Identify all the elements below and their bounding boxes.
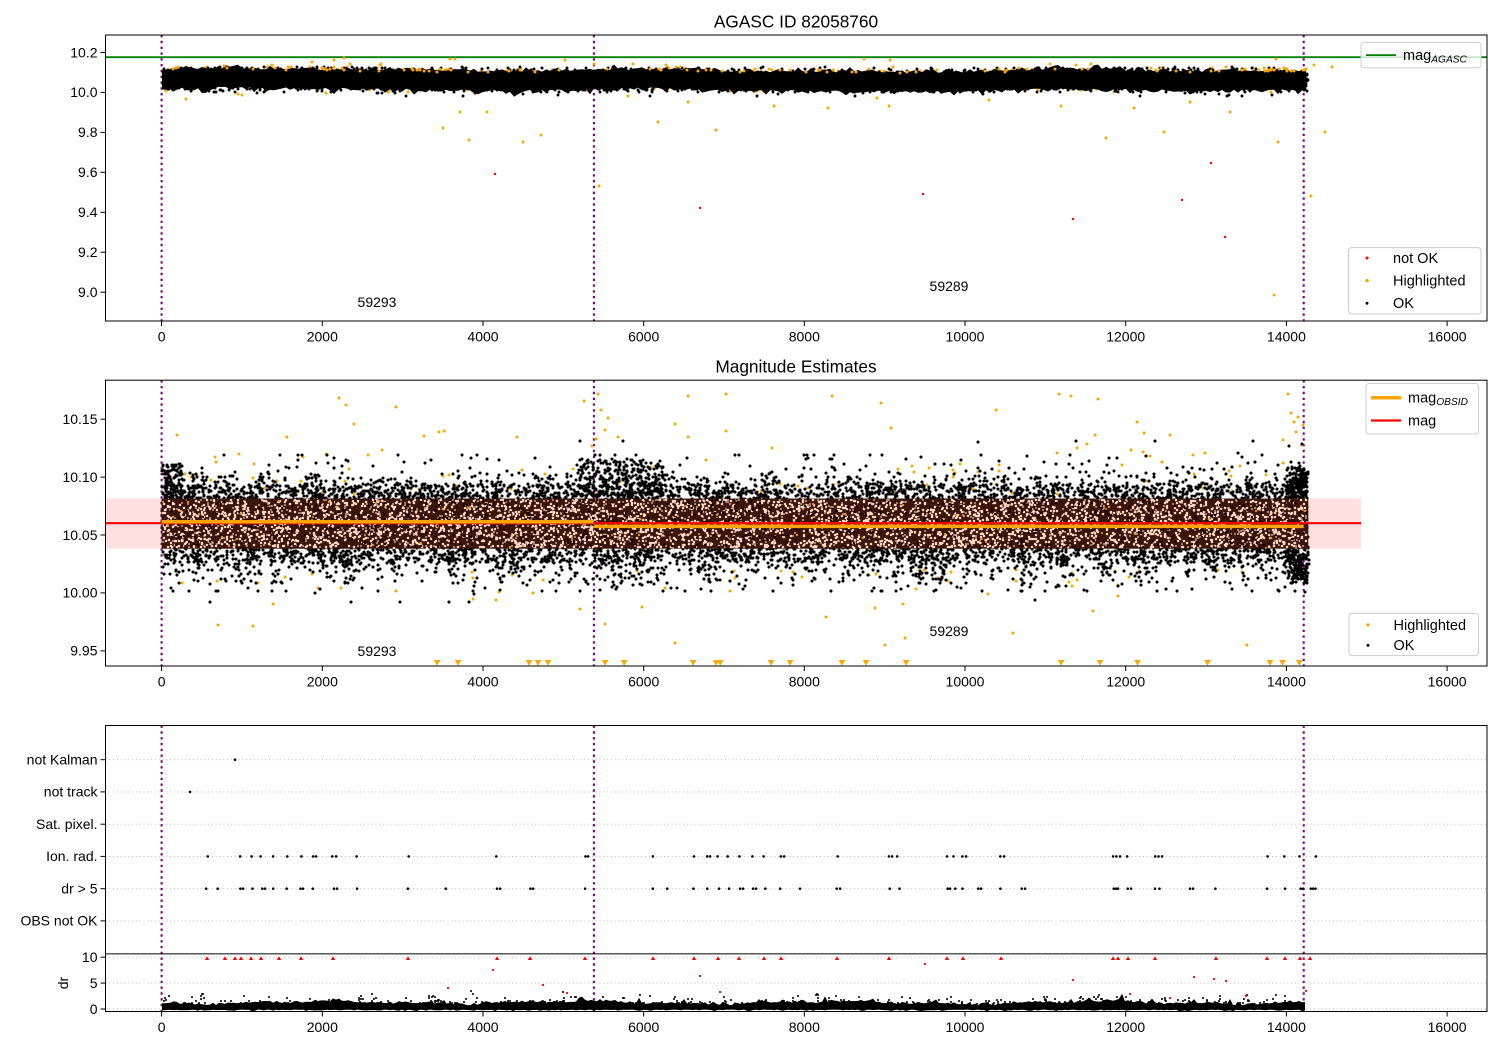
svg-text:2000: 2000 xyxy=(307,674,338,690)
svg-text:16000: 16000 xyxy=(1428,674,1467,690)
svg-text:59293: 59293 xyxy=(358,294,397,310)
svg-text:14000: 14000 xyxy=(1267,329,1306,345)
svg-text:mag: mag xyxy=(1408,413,1436,429)
svg-text:dr: dr xyxy=(55,976,71,989)
svg-text:OBS not OK: OBS not OK xyxy=(20,913,98,929)
svg-text:5: 5 xyxy=(90,975,98,991)
svg-text:12000: 12000 xyxy=(1106,1019,1145,1035)
svg-text:4000: 4000 xyxy=(467,1019,498,1035)
svg-text:0: 0 xyxy=(158,674,166,690)
svg-text:10.10: 10.10 xyxy=(62,469,97,485)
svg-text:8000: 8000 xyxy=(789,329,820,345)
svg-text:Magnitude Estimates: Magnitude Estimates xyxy=(715,357,877,377)
svg-text:8000: 8000 xyxy=(789,1019,820,1035)
svg-text:AGASC ID 82058760: AGASC ID 82058760 xyxy=(714,12,878,32)
svg-text:0: 0 xyxy=(158,1019,166,1035)
svg-text:9.8: 9.8 xyxy=(78,124,98,140)
svg-text:OK: OK xyxy=(1393,296,1414,312)
svg-text:59289: 59289 xyxy=(930,278,969,294)
svg-text:6000: 6000 xyxy=(628,1019,659,1035)
svg-text:12000: 12000 xyxy=(1106,674,1145,690)
svg-text:not track: not track xyxy=(44,784,99,800)
svg-text:10.05: 10.05 xyxy=(62,527,97,543)
svg-text:10: 10 xyxy=(82,949,98,965)
svg-text:6000: 6000 xyxy=(628,674,659,690)
svg-text:59293: 59293 xyxy=(358,643,397,659)
svg-text:2000: 2000 xyxy=(307,329,338,345)
svg-text:16000: 16000 xyxy=(1428,1019,1467,1035)
svg-text:0: 0 xyxy=(158,329,166,345)
svg-text:10.00: 10.00 xyxy=(62,585,97,601)
svg-text:10.0: 10.0 xyxy=(70,84,97,100)
svg-text:not Kalman: not Kalman xyxy=(27,752,98,768)
svg-text:10.15: 10.15 xyxy=(62,411,97,427)
svg-text:Ion. rad.: Ion. rad. xyxy=(46,848,97,864)
svg-text:0: 0 xyxy=(90,1001,98,1017)
svg-text:9.0: 9.0 xyxy=(78,284,98,300)
svg-text:16000: 16000 xyxy=(1428,329,1467,345)
svg-text:dr > 5: dr > 5 xyxy=(61,881,97,897)
svg-text:9.4: 9.4 xyxy=(78,204,98,220)
svg-text:10000: 10000 xyxy=(946,329,985,345)
svg-text:8000: 8000 xyxy=(789,674,820,690)
svg-text:4000: 4000 xyxy=(467,329,498,345)
svg-text:9.95: 9.95 xyxy=(70,643,97,659)
svg-text:10000: 10000 xyxy=(946,674,985,690)
svg-text:not OK: not OK xyxy=(1393,251,1438,267)
svg-text:14000: 14000 xyxy=(1267,1019,1306,1035)
svg-text:Highlighted: Highlighted xyxy=(1394,618,1467,634)
svg-text:4000: 4000 xyxy=(467,674,498,690)
svg-text:2000: 2000 xyxy=(307,1019,338,1035)
svg-text:59289: 59289 xyxy=(930,623,969,639)
svg-text:10000: 10000 xyxy=(946,1019,985,1035)
svg-text:6000: 6000 xyxy=(628,329,659,345)
svg-text:14000: 14000 xyxy=(1267,674,1306,690)
svg-text:10.2: 10.2 xyxy=(70,44,97,60)
svg-text:12000: 12000 xyxy=(1106,329,1145,345)
svg-text:Sat. pixel.: Sat. pixel. xyxy=(36,816,97,832)
svg-text:9.2: 9.2 xyxy=(78,244,98,260)
svg-text:OK: OK xyxy=(1394,638,1415,654)
svg-text:9.6: 9.6 xyxy=(78,164,98,180)
svg-text:Highlighted: Highlighted xyxy=(1393,273,1466,289)
